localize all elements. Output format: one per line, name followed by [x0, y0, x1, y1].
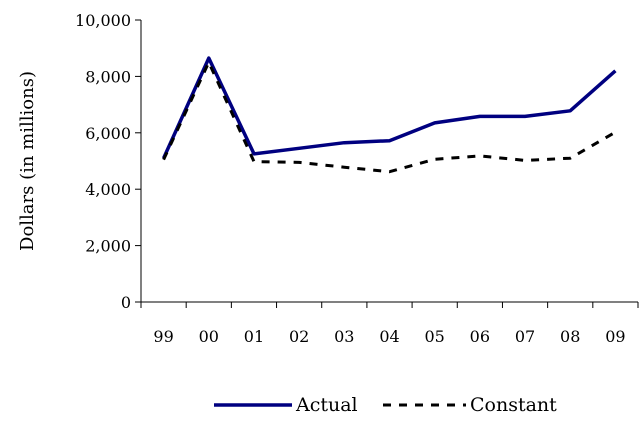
legend-label-constant: Constant — [470, 394, 557, 416]
chart-axes — [140, 20, 638, 303]
chart-series — [162, 56, 617, 174]
x-tick-label: 06 — [470, 327, 490, 346]
x-tick-label: 09 — [605, 327, 625, 346]
x-axis-ticks: 99 00 01 02 03 04 05 06 07 08 09 — [140, 302, 639, 346]
x-tick-label: 05 — [425, 327, 445, 346]
y-axis-ticks: 0 2,000 4,000 6,000 8,000 10,000 — [75, 11, 141, 312]
y-tick-label: 10,000 — [75, 11, 131, 30]
y-axis-title: Dollars (in millions) — [17, 71, 38, 251]
series-line-actual — [162, 56, 617, 159]
x-tick-label: 08 — [560, 327, 580, 346]
x-tick-label: 07 — [515, 327, 535, 346]
chart-legend: Actual Constant — [214, 394, 557, 416]
x-tick-label: 04 — [379, 327, 399, 346]
x-tick-label: 00 — [199, 327, 219, 346]
y-tick-label: 0 — [121, 293, 131, 312]
x-tick-label: 03 — [334, 327, 354, 346]
legend-label-actual: Actual — [295, 394, 358, 416]
x-tick-label: 01 — [244, 327, 264, 346]
x-tick-label: 02 — [289, 327, 309, 346]
y-tick-label: 2,000 — [85, 237, 131, 256]
y-tick-label: 8,000 — [85, 67, 131, 86]
y-tick-label: 6,000 — [85, 124, 131, 143]
series-line-constant — [162, 60, 617, 174]
y-tick-label: 4,000 — [85, 180, 131, 199]
x-tick-label: 99 — [153, 327, 173, 346]
